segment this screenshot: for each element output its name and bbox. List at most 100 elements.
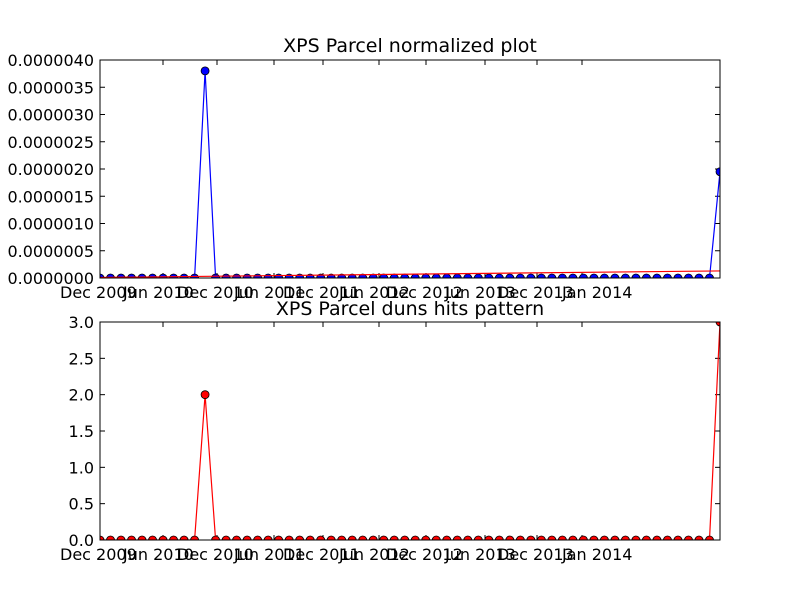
data-point	[200, 66, 210, 76]
data-point	[211, 535, 220, 540]
data-point	[684, 535, 693, 540]
y-tick-label: 3.0	[69, 313, 94, 332]
data-point	[442, 535, 452, 540]
y-tick-label: 2.0	[69, 386, 94, 405]
data-point	[557, 535, 567, 540]
y-tick-label: 0.0000035	[7, 78, 94, 97]
y-tick-label: 0.0	[69, 531, 94, 550]
x-tick-label: Jun 2011	[233, 283, 305, 302]
chart-title: XPS Parcel normalized plot	[283, 35, 537, 57]
data-point	[431, 535, 441, 540]
data-point	[347, 535, 357, 540]
data-point	[600, 273, 609, 278]
data-point	[610, 535, 620, 540]
data-point	[127, 535, 136, 540]
data-point	[158, 535, 168, 540]
x-tick-label: Jun 2010	[122, 545, 194, 564]
x-tick-label: Jun 2011	[233, 545, 305, 564]
data-point	[505, 273, 515, 278]
data-point	[526, 535, 536, 540]
data-point	[400, 535, 410, 540]
data-point	[589, 535, 599, 540]
data-point	[652, 535, 662, 540]
data-point	[515, 535, 525, 540]
data-point	[642, 273, 651, 278]
x-tick-label: Dec 2011	[283, 545, 360, 564]
data-point	[410, 535, 420, 540]
data-point	[484, 535, 494, 540]
data-point	[673, 535, 683, 540]
data-point	[253, 535, 263, 540]
chart-title: XPS Parcel duns hits pattern	[276, 298, 544, 320]
data-point	[100, 535, 105, 540]
x-tick-label: Dec 2013	[497, 283, 574, 302]
data-point	[284, 535, 294, 540]
data-point	[600, 535, 609, 540]
x-tick-label: Jan 2014	[561, 283, 632, 302]
x-tick-label: Jun 2013	[444, 545, 516, 564]
plot-frame	[99, 59, 721, 279]
data-point	[642, 535, 651, 540]
chart-panel-1: XPS Parcel normalized plot 0.0000000 0.000…	[7, 35, 721, 302]
data-point	[621, 535, 630, 540]
data-point	[526, 273, 536, 278]
data-point	[515, 273, 525, 278]
data-point	[200, 390, 210, 400]
data-point	[337, 535, 347, 540]
data-point	[652, 273, 662, 278]
x-tick-label: Dec 2012	[386, 283, 463, 302]
data-point	[106, 535, 115, 540]
data-point	[421, 535, 431, 540]
x-tick-label: Jun 2012	[338, 545, 410, 564]
data-point	[557, 273, 567, 278]
data-point	[568, 535, 578, 540]
data-point	[568, 273, 578, 278]
data-point	[684, 273, 693, 278]
series-line	[100, 270, 720, 278]
plot-frame	[99, 321, 721, 541]
data-point	[137, 535, 147, 540]
data-point	[221, 535, 231, 540]
data-point	[578, 535, 588, 540]
data-point	[536, 535, 546, 540]
data-point	[589, 273, 599, 278]
chart-panel-2: XPS Parcel duns hits pattern 0.0 0.5 1.0 1.5…	[60, 298, 721, 564]
data-point	[621, 273, 630, 278]
data-point	[232, 535, 242, 540]
data-point	[673, 273, 683, 278]
data-point	[705, 535, 714, 540]
data-point	[547, 273, 557, 278]
data-point	[505, 535, 515, 540]
series-2	[100, 270, 720, 278]
x-tick-label: Jun 2013	[444, 283, 516, 302]
data-point	[179, 535, 189, 540]
data-point	[358, 535, 368, 540]
y-tick-label: 0.0000000	[7, 269, 94, 288]
data-point	[274, 535, 284, 540]
data-point	[190, 535, 199, 540]
data-point	[536, 273, 546, 278]
data-point	[116, 535, 126, 540]
data-point	[473, 535, 483, 540]
series-line	[100, 70, 720, 278]
y-tick-label: 0.0000020	[7, 160, 94, 179]
data-point	[148, 535, 157, 540]
data-point	[663, 535, 672, 540]
data-point	[305, 535, 315, 540]
data-point	[484, 273, 494, 278]
y-tick-label: 0.0000030	[7, 106, 94, 125]
x-tick-label: Dec 2010	[177, 283, 254, 302]
y-tick-label: 0.0000025	[7, 133, 94, 152]
x-tick-label: Dec 2011	[283, 283, 360, 302]
data-point	[631, 535, 641, 540]
data-point	[452, 535, 462, 540]
y-tick-label: 1.5	[69, 422, 94, 441]
data-point	[494, 273, 504, 278]
x-tick-label: Dec 2009	[60, 545, 137, 564]
x-tick-label: Dec 2010	[177, 545, 254, 564]
data-point	[463, 535, 473, 540]
x-tick-label: Dec 2013	[497, 545, 574, 564]
y-tick-label: 1.0	[69, 458, 94, 477]
series-1	[100, 66, 720, 278]
